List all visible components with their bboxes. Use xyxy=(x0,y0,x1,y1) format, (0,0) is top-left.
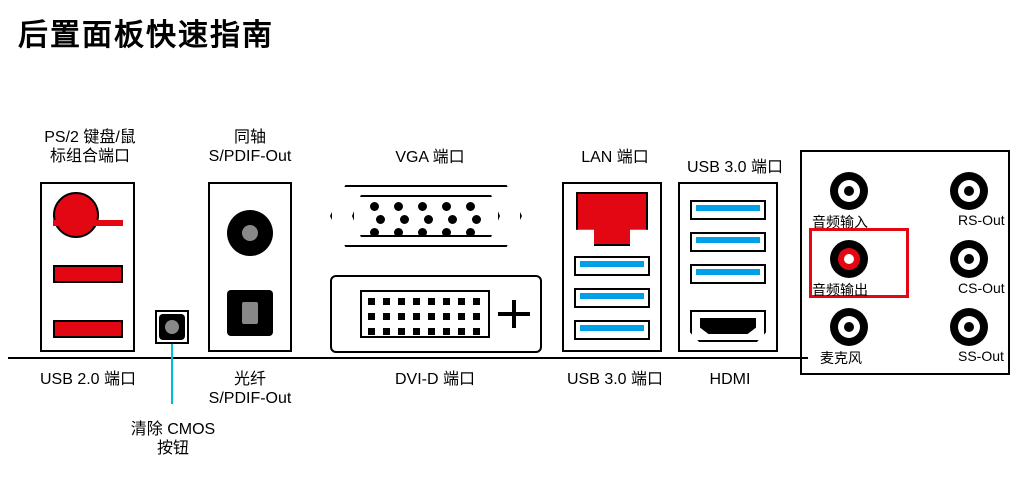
usb3-port-a3 xyxy=(574,320,650,340)
label-usb20: USB 2.0 端口 xyxy=(28,370,148,389)
label-usb3-a: USB 3.0 端口 xyxy=(560,370,670,389)
vga-pin xyxy=(394,202,403,211)
label-audio-line-in: 音频输入 xyxy=(812,212,868,232)
usb20-port-2 xyxy=(53,320,123,338)
vga-pin xyxy=(418,228,427,237)
label-audio-cs-out: CS-Out xyxy=(958,280,1005,296)
vga-pin xyxy=(472,215,481,224)
usb3-port-a2 xyxy=(574,288,650,308)
vga-pin xyxy=(370,202,379,211)
vga-pin xyxy=(376,215,385,224)
audio-jack-3 xyxy=(950,240,988,278)
dvi-pin xyxy=(398,328,405,335)
dvi-pin xyxy=(473,298,480,305)
usb20-port-1 xyxy=(53,265,123,283)
dvi-pin xyxy=(428,298,435,305)
audio-jack-1 xyxy=(950,172,988,210)
dvi-pin xyxy=(398,298,405,305)
dvi-pin xyxy=(473,328,480,335)
label-ps2: PS/2 键盘/鼠 标组合端口 xyxy=(30,128,150,166)
io-shield-baseline xyxy=(8,357,808,359)
vga-pin xyxy=(394,228,403,237)
audio-jack-5 xyxy=(950,308,988,346)
label-audio-ss-out: SS-Out xyxy=(958,348,1004,364)
audio-jack-4 xyxy=(830,308,868,346)
usb3-port-b1 xyxy=(690,200,766,220)
label-audio-rs-out: RS-Out xyxy=(958,212,1005,228)
vga-pin xyxy=(442,202,451,211)
dvi-ground-blade xyxy=(498,300,530,328)
audio-jack-0 xyxy=(830,172,868,210)
label-audio-mic: 麦克风 xyxy=(820,348,862,368)
usb3-port-b3 xyxy=(690,264,766,284)
dvi-pin xyxy=(383,298,390,305)
dvi-pin xyxy=(398,313,405,320)
label-spdif-coax: 同轴 S/PDIF-Out xyxy=(195,128,305,166)
vga-pin xyxy=(400,215,409,224)
dvi-pin xyxy=(413,298,420,305)
cmos-button-dot xyxy=(165,320,179,334)
dvi-pin xyxy=(473,313,480,320)
usb3-port-b2 xyxy=(690,232,766,252)
ps2-keyway xyxy=(53,220,123,226)
ps2-port xyxy=(53,192,99,238)
dvi-port-inner xyxy=(360,290,490,338)
dvi-pin xyxy=(443,313,450,320)
dvi-pin xyxy=(413,328,420,335)
dvi-pin xyxy=(368,298,375,305)
dvi-pin xyxy=(383,313,390,320)
label-vga: VGA 端口 xyxy=(380,148,480,167)
vga-pin xyxy=(442,228,451,237)
dvi-pin xyxy=(443,298,450,305)
vga-pin xyxy=(424,215,433,224)
dvi-pin xyxy=(458,298,465,305)
label-hdmi: HDMI xyxy=(700,370,760,389)
hdmi-inner xyxy=(700,318,756,334)
usb3-port-a1 xyxy=(574,256,650,276)
label-spdif-optical: 光纤 S/PDIF-Out xyxy=(195,370,305,408)
vga-pin xyxy=(448,215,457,224)
dvi-pin xyxy=(458,328,465,335)
dvi-pin xyxy=(383,328,390,335)
dvi-pin xyxy=(368,328,375,335)
vga-pin xyxy=(418,202,427,211)
vga-pin xyxy=(466,228,475,237)
dvi-pin xyxy=(428,313,435,320)
spdif-coax-inner xyxy=(242,225,258,241)
dvi-pin xyxy=(413,313,420,320)
label-audio-line-out: 音频输出 xyxy=(812,280,868,300)
spdif-optical-hole xyxy=(242,302,258,324)
page-title: 后置面板快速指南 xyxy=(18,10,274,54)
vga-pin xyxy=(466,202,475,211)
dvi-pin xyxy=(443,328,450,335)
label-lan: LAN 端口 xyxy=(570,148,660,167)
dvi-pin xyxy=(428,328,435,335)
cmos-pointer-line xyxy=(171,344,173,404)
label-dvi: DVI-D 端口 xyxy=(380,370,490,389)
dvi-pin xyxy=(458,313,465,320)
label-usb3-b: USB 3.0 端口 xyxy=(675,158,795,177)
dvi-pin xyxy=(368,313,375,320)
vga-pin xyxy=(370,228,379,237)
label-cmos: 清除 CMOS 按钮 xyxy=(118,420,228,458)
